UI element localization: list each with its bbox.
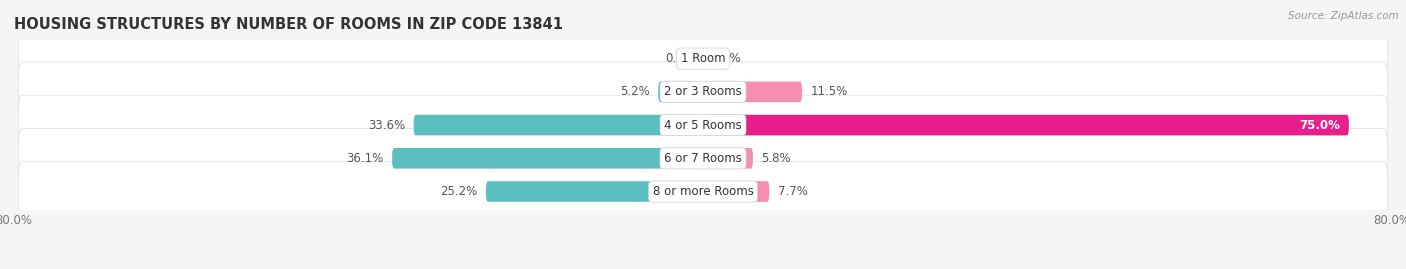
- Text: 36.1%: 36.1%: [346, 152, 384, 165]
- FancyBboxPatch shape: [703, 82, 801, 102]
- FancyBboxPatch shape: [18, 29, 1388, 89]
- FancyBboxPatch shape: [658, 82, 703, 102]
- FancyBboxPatch shape: [413, 115, 703, 135]
- Text: 2 or 3 Rooms: 2 or 3 Rooms: [664, 85, 742, 98]
- Text: 0.0%: 0.0%: [665, 52, 695, 65]
- Text: 5.2%: 5.2%: [620, 85, 650, 98]
- Text: 25.2%: 25.2%: [440, 185, 478, 198]
- FancyBboxPatch shape: [18, 162, 1388, 221]
- FancyBboxPatch shape: [392, 148, 703, 169]
- FancyBboxPatch shape: [18, 128, 1388, 188]
- FancyBboxPatch shape: [18, 62, 1388, 122]
- Text: 7.7%: 7.7%: [778, 185, 808, 198]
- Text: 11.5%: 11.5%: [811, 85, 848, 98]
- FancyBboxPatch shape: [703, 115, 1348, 135]
- Text: 75.0%: 75.0%: [1299, 119, 1340, 132]
- Text: 1 Room: 1 Room: [681, 52, 725, 65]
- FancyBboxPatch shape: [18, 95, 1388, 155]
- FancyBboxPatch shape: [703, 148, 754, 169]
- Text: 6 or 7 Rooms: 6 or 7 Rooms: [664, 152, 742, 165]
- FancyBboxPatch shape: [703, 181, 769, 202]
- Text: Source: ZipAtlas.com: Source: ZipAtlas.com: [1288, 11, 1399, 21]
- Text: HOUSING STRUCTURES BY NUMBER OF ROOMS IN ZIP CODE 13841: HOUSING STRUCTURES BY NUMBER OF ROOMS IN…: [14, 17, 562, 32]
- Text: 33.6%: 33.6%: [368, 119, 405, 132]
- Text: 8 or more Rooms: 8 or more Rooms: [652, 185, 754, 198]
- Text: 4 or 5 Rooms: 4 or 5 Rooms: [664, 119, 742, 132]
- FancyBboxPatch shape: [486, 181, 703, 202]
- Text: 5.8%: 5.8%: [762, 152, 792, 165]
- Text: 0.0%: 0.0%: [711, 52, 741, 65]
